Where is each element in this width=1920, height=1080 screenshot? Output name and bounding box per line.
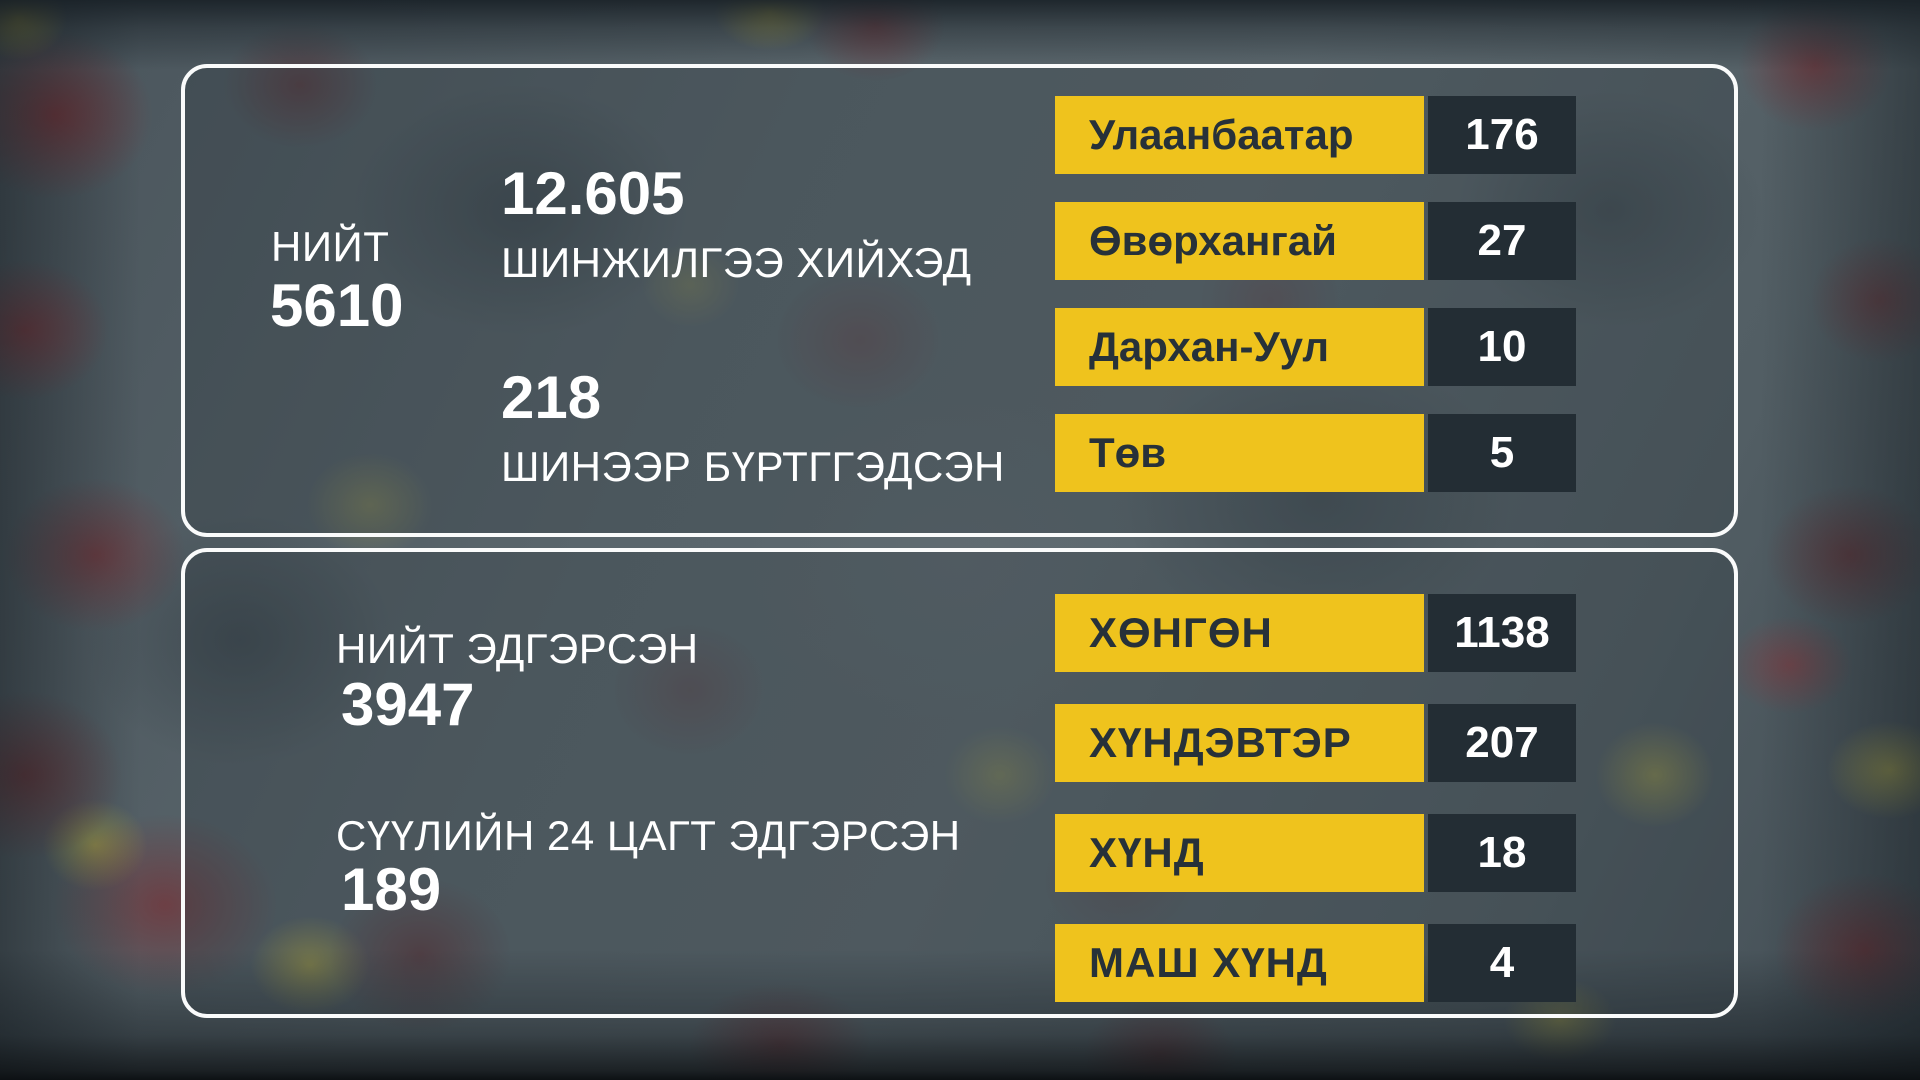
severity-row: ХҮНДЭВТЭР 207 bbox=[1055, 704, 1576, 782]
tests-label: ШИНЖИЛГЭЭ ХИЙХЭД bbox=[501, 239, 972, 286]
severity-count: 1138 bbox=[1428, 594, 1576, 672]
region-count: 27 bbox=[1428, 202, 1576, 280]
severity-row: ХӨНГӨН 1138 bbox=[1055, 594, 1576, 672]
total-label: НИЙТ bbox=[271, 223, 390, 270]
severity-count: 207 bbox=[1428, 704, 1576, 782]
severity-row: МАШ ХҮНД 4 bbox=[1055, 924, 1576, 1002]
severity-name: ХҮНДЭВТЭР bbox=[1055, 704, 1424, 782]
region-row: Дархан-Уул 10 bbox=[1055, 308, 1576, 386]
panel-recovered: НИЙТ ЭДГЭРСЭН 3947 СҮҮЛИЙН 24 ЦАГТ ЭДГЭР… bbox=[181, 548, 1738, 1018]
tests-count: 12.605 bbox=[501, 160, 685, 227]
region-name: Төв bbox=[1055, 414, 1424, 492]
severity-stats-list: ХӨНГӨН 1138 ХҮНДЭВТЭР 207 ХҮНД 18 МАШ ХҮ… bbox=[1055, 594, 1576, 1034]
region-row: Төв 5 bbox=[1055, 414, 1576, 492]
region-name: Улаанбаатар bbox=[1055, 96, 1424, 174]
total-count: 5610 bbox=[270, 272, 404, 339]
recovered-24h-count: 189 bbox=[341, 856, 442, 923]
region-row: Өвөрхангай 27 bbox=[1055, 202, 1576, 280]
severity-row: ХҮНД 18 bbox=[1055, 814, 1576, 892]
severity-count: 4 bbox=[1428, 924, 1576, 1002]
recovered-total-count: 3947 bbox=[341, 671, 475, 738]
region-count: 176 bbox=[1428, 96, 1576, 174]
new-cases-count: 218 bbox=[501, 364, 602, 431]
panel-confirmed: НИЙТ 5610 12.605 ШИНЖИЛГЭЭ ХИЙХЭД 218 ШИ… bbox=[181, 64, 1738, 537]
severity-count: 18 bbox=[1428, 814, 1576, 892]
recovered-24h-label: СҮҮЛИЙН 24 ЦАГТ ЭДГЭРСЭН bbox=[336, 812, 961, 859]
region-name: Өвөрхангай bbox=[1055, 202, 1424, 280]
region-count: 10 bbox=[1428, 308, 1576, 386]
new-cases-label: ШИНЭЭР БҮРТГГЭДСЭН bbox=[501, 443, 1005, 490]
severity-name: ХӨНГӨН bbox=[1055, 594, 1424, 672]
region-row: Улаанбаатар 176 bbox=[1055, 96, 1576, 174]
severity-name: ХҮНД bbox=[1055, 814, 1424, 892]
region-name: Дархан-Уул bbox=[1055, 308, 1424, 386]
recovered-total-label: НИЙТ ЭДГЭРСЭН bbox=[336, 625, 699, 672]
region-stats-list: Улаанбаатар 176 Өвөрхангай 27 Дархан-Уул… bbox=[1055, 96, 1576, 520]
severity-name: МАШ ХҮНД bbox=[1055, 924, 1424, 1002]
region-count: 5 bbox=[1428, 414, 1576, 492]
